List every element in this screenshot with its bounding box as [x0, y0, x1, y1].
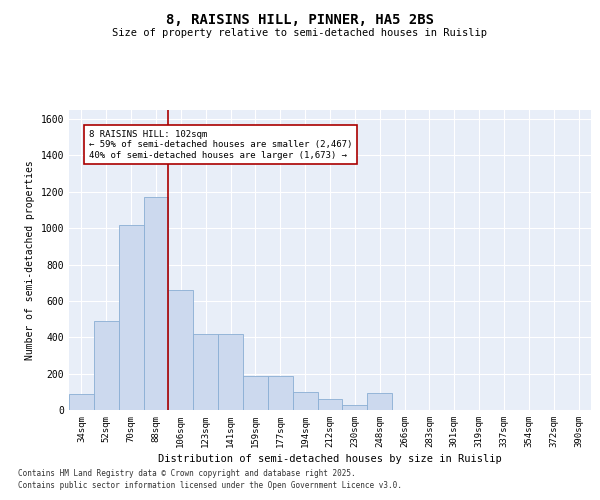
Bar [193, 334, 218, 410]
Bar [69, 394, 94, 410]
X-axis label: Distribution of semi-detached houses by size in Ruislip: Distribution of semi-detached houses by … [158, 454, 502, 464]
Bar [218, 334, 243, 410]
Bar [94, 321, 119, 410]
Bar [268, 376, 293, 410]
Bar [317, 399, 343, 410]
Bar [143, 198, 169, 410]
Text: 8 RAISINS HILL: 102sqm
← 59% of semi-detached houses are smaller (2,467)
40% of : 8 RAISINS HILL: 102sqm ← 59% of semi-det… [89, 130, 352, 160]
Bar [343, 406, 367, 410]
Text: Contains HM Land Registry data © Crown copyright and database right 2025.: Contains HM Land Registry data © Crown c… [18, 468, 356, 477]
Text: Contains public sector information licensed under the Open Government Licence v3: Contains public sector information licen… [18, 481, 402, 490]
Bar [169, 290, 193, 410]
Bar [367, 392, 392, 410]
Bar [243, 376, 268, 410]
Bar [293, 392, 317, 410]
Text: Size of property relative to semi-detached houses in Ruislip: Size of property relative to semi-detach… [113, 28, 487, 38]
Text: 8, RAISINS HILL, PINNER, HA5 2BS: 8, RAISINS HILL, PINNER, HA5 2BS [166, 12, 434, 26]
Y-axis label: Number of semi-detached properties: Number of semi-detached properties [25, 160, 35, 360]
Bar [119, 224, 143, 410]
